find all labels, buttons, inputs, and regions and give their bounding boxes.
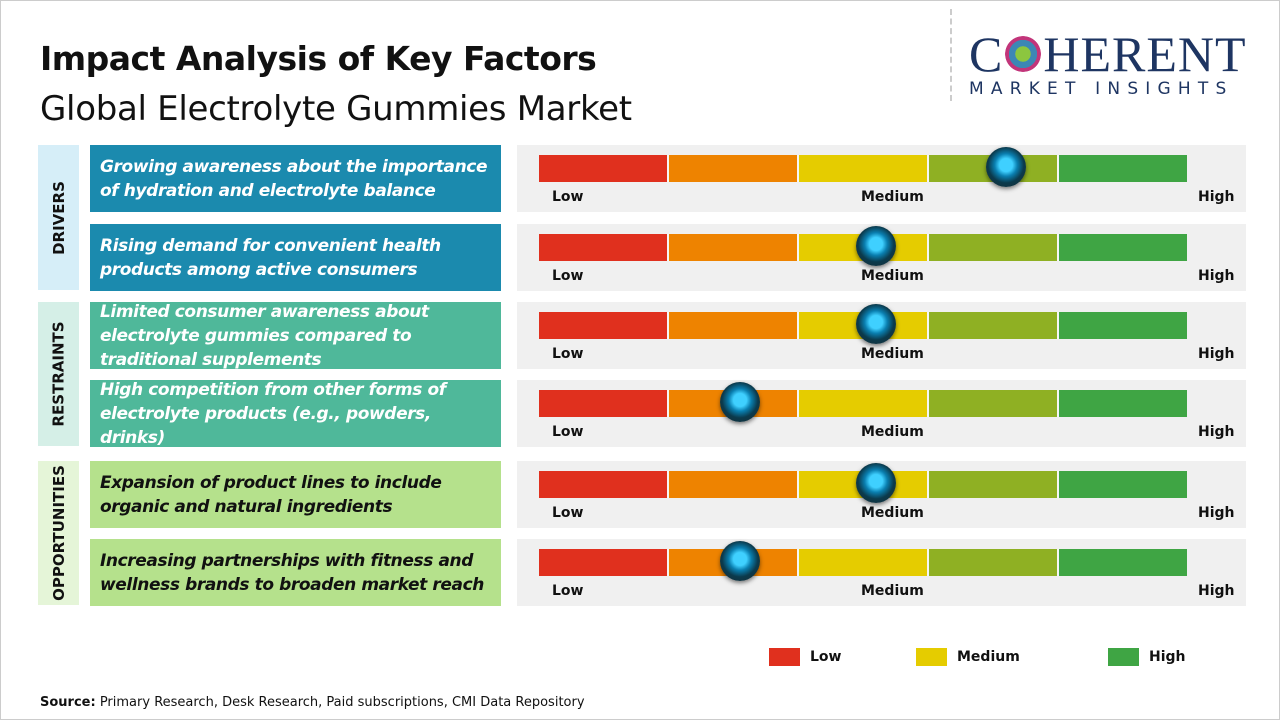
gauge-segment <box>539 471 669 498</box>
category-label: OPPORTUNITIES <box>49 465 68 601</box>
legend-swatch-high <box>1108 648 1139 666</box>
impact-indicator-knob <box>985 147 1026 187</box>
legend-high: High <box>1108 648 1186 666</box>
impact-gauge: Low Medium High <box>517 302 1246 369</box>
gauge-label-medium: Medium <box>861 583 924 599</box>
legend-swatch-medium <box>916 648 947 666</box>
gauge-label-high: High <box>1198 505 1235 521</box>
gauge-segment <box>669 155 799 182</box>
source-note: Source: Primary Research, Desk Research,… <box>40 695 585 710</box>
category-label: DRIVERS <box>49 180 68 255</box>
legend-low: Low <box>769 648 841 666</box>
legend-medium: Medium <box>916 648 1020 666</box>
gauge-segment <box>929 549 1059 576</box>
impact-indicator-knob <box>719 382 760 422</box>
logo-text: HERENT <box>1043 26 1247 82</box>
gauge-segment <box>1059 155 1187 182</box>
gauge-label-low: Low <box>552 505 584 521</box>
gauge-label-medium: Medium <box>861 505 924 521</box>
category-opportunities: OPPORTUNITIES <box>38 461 79 605</box>
gauge-label-high: High <box>1198 346 1235 362</box>
gauge-label-high: High <box>1198 424 1235 440</box>
legend-swatch-low <box>769 648 800 666</box>
gauge-label-high: High <box>1198 189 1235 205</box>
legend-label: Medium <box>957 649 1020 665</box>
impact-gauge: Low Medium High <box>517 539 1246 606</box>
gauge-label-low: Low <box>552 583 584 599</box>
factor-text: High competition from other forms of ele… <box>90 380 501 448</box>
gauge-segment <box>539 390 669 417</box>
logo-tagline: MARKET INSIGHTS <box>969 79 1234 99</box>
impact-indicator-knob <box>719 541 760 581</box>
gauge-segment <box>539 549 669 576</box>
gauge-segment <box>1059 549 1187 576</box>
gauge-segment <box>799 155 929 182</box>
gauge-segment <box>929 390 1059 417</box>
page-title: Impact Analysis of Key Factors <box>40 39 597 78</box>
gauge-label-high: High <box>1198 268 1235 284</box>
impact-gauge: Low Medium High <box>517 380 1246 447</box>
gauge-label-medium: Medium <box>861 346 924 362</box>
impact-gauge: Low Medium High <box>517 461 1246 528</box>
gauge-bar <box>539 312 1187 339</box>
impact-gauge: Low Medium High <box>517 145 1246 212</box>
gauge-segment <box>1059 390 1187 417</box>
gauge-bar <box>539 549 1187 576</box>
gauge-label-medium: Medium <box>861 268 924 284</box>
gauge-label-low: Low <box>552 189 584 205</box>
factor-text: Increasing partnerships with fitness and… <box>90 539 501 606</box>
gauge-segment <box>1059 471 1187 498</box>
page-subtitle: Global Electrolyte Gummies Market <box>40 89 632 129</box>
gauge-label-low: Low <box>552 346 584 362</box>
category-restraints: RESTRAINTS <box>38 302 79 446</box>
gauge-segment <box>669 312 799 339</box>
category-label: RESTRAINTS <box>49 321 68 427</box>
factor-text: Growing awareness about the importance o… <box>90 145 501 212</box>
legend-label: Low <box>810 649 842 665</box>
gauge-bar <box>539 155 1187 182</box>
gauge-segment <box>669 471 799 498</box>
gauge-bar <box>539 390 1187 417</box>
impact-gauge: Low Medium High <box>517 224 1246 291</box>
globe-icon <box>1005 36 1042 72</box>
impact-indicator-knob <box>855 304 896 344</box>
gauge-label-high: High <box>1198 583 1235 599</box>
gauge-label-low: Low <box>552 424 584 440</box>
gauge-segment <box>799 390 929 417</box>
logo-letter: C <box>969 26 1004 82</box>
gauge-segment <box>539 312 669 339</box>
source-label: Source: <box>40 695 96 710</box>
category-drivers: DRIVERS <box>38 145 79 290</box>
gauge-label-medium: Medium <box>861 424 924 440</box>
divider <box>950 9 952 101</box>
gauge-label-low: Low <box>552 268 584 284</box>
gauge-segment <box>929 471 1059 498</box>
impact-indicator-knob <box>855 226 896 266</box>
company-logo: C HERENT MARKET INSIGHTS <box>969 26 1261 99</box>
gauge-segment <box>539 155 669 182</box>
legend-label: High <box>1149 649 1186 665</box>
impact-indicator-knob <box>855 463 896 503</box>
gauge-segment <box>929 234 1059 261</box>
factor-text: Expansion of product lines to include or… <box>90 461 501 528</box>
gauge-label-medium: Medium <box>861 189 924 205</box>
gauge-segment <box>669 234 799 261</box>
gauge-segment <box>1059 234 1187 261</box>
factor-text: Limited consumer awareness about electro… <box>90 302 501 370</box>
gauge-segment <box>539 234 669 261</box>
source-text: Primary Research, Desk Research, Paid su… <box>95 695 585 710</box>
factor-text: Rising demand for convenient health prod… <box>90 224 501 291</box>
gauge-segment <box>1059 312 1187 339</box>
gauge-segment <box>929 312 1059 339</box>
gauge-segment <box>799 549 929 576</box>
